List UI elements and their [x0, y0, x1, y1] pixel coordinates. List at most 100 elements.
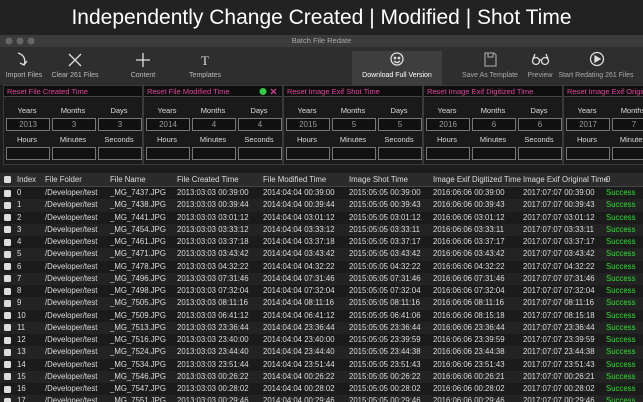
row-checkbox[interactable]	[4, 238, 11, 246]
field-input[interactable]: 2016	[426, 118, 470, 131]
column-header[interactable]: File Modified Time	[263, 175, 327, 184]
field-input[interactable]: 2015	[286, 118, 330, 131]
table-cell: 2017:07:07 03:33:11	[523, 224, 594, 234]
row-checkbox[interactable]	[4, 361, 11, 368]
table-cell: /Developer/test	[45, 200, 98, 210]
row-checkbox[interactable]	[4, 263, 11, 270]
row-checkbox[interactable]	[4, 312, 11, 319]
row-checkbox[interactable]	[4, 275, 11, 283]
status-cell: Success	[606, 310, 636, 320]
toolbar-button-label[interactable]: Import Files	[5, 72, 43, 79]
toolbar-button-label[interactable]: Download Full Version	[362, 72, 432, 79]
table-cell: 2014:04:04 03:37:18	[263, 237, 335, 246]
traffic-lights[interactable]	[2, 35, 42, 47]
toolbar-button-label[interactable]: Save As Template	[462, 72, 518, 79]
row-checkbox[interactable]	[4, 299, 11, 307]
table-row[interactable]: 16/Developer/test _MG_7547.JPG 2013:03:03 …	[0, 383, 643, 396]
table-row[interactable]: 14/Developer/test _MG_7534.JPG 2013:03:03 …	[0, 358, 643, 371]
field-input[interactable]	[378, 147, 422, 160]
panel-title[interactable]: Reset Image Exif Original Time	[564, 86, 643, 97]
table-cell: 2017:07:07 23:39:59	[523, 335, 595, 344]
row-checkbox[interactable]	[4, 336, 11, 344]
table-row[interactable]: 9/Developer/test _MG_7505.JPG 2013:03:03 0…	[0, 297, 643, 310]
status-cell: Success	[606, 249, 636, 259]
panel-title[interactable]: Reset File Modified Time	[144, 86, 282, 97]
field-input[interactable]: 4	[238, 118, 282, 131]
column-header[interactable]: 0	[606, 175, 611, 184]
field-input[interactable]	[146, 147, 190, 160]
row-checkbox[interactable]	[4, 189, 11, 197]
field-input[interactable]: 2013	[6, 118, 50, 131]
field-input[interactable]	[6, 147, 50, 160]
table-row[interactable]: 6/Developer/test _MG_7478.JPG 2013:03:03 0…	[0, 260, 643, 273]
row-checkbox[interactable]	[4, 348, 11, 356]
column-header[interactable]: Index	[17, 175, 37, 184]
field-input[interactable]	[286, 147, 330, 160]
column-header[interactable]: File Name	[110, 175, 146, 184]
panel-status[interactable]	[258, 86, 280, 97]
row-checkbox[interactable]	[4, 250, 11, 258]
row-checkbox[interactable]	[4, 201, 11, 209]
field-input[interactable]	[98, 147, 142, 160]
header-checkbox[interactable]	[4, 176, 11, 183]
table-row[interactable]: 7/Developer/test _MG_7496.JPG 2013:03:03 0…	[0, 272, 643, 285]
field-input[interactable]: 6	[518, 118, 562, 131]
field-input[interactable]: 5	[378, 118, 422, 131]
toolbar-button-label[interactable]: Preview	[527, 72, 553, 79]
field-input[interactable]: 6	[472, 118, 516, 131]
table-row[interactable]: 10/Developer/test _MG_7509.JPG 2013:03:03 …	[0, 309, 643, 322]
table-row[interactable]: 4/Developer/test _MG_7461.JPG 2013:03:03 0…	[0, 236, 643, 249]
panel-title[interactable]: Reset Image Exif Digitized Time	[424, 86, 562, 97]
row-checkbox[interactable]	[4, 385, 11, 393]
row-checkbox[interactable]	[4, 397, 11, 402]
toolbar-button-label[interactable]: Start Redating 261 Files	[558, 72, 634, 79]
toolbar-button-label[interactable]: Content	[130, 72, 156, 79]
table-row[interactable]: 11/Developer/test _MG_7513.JPG 2013:03:03 …	[0, 321, 643, 334]
field-input[interactable]: 5	[332, 118, 376, 131]
field-input[interactable]: 4	[192, 118, 236, 131]
table-row[interactable]: 12/Developer/test _MG_7516.JPG 2013:03:03 …	[0, 334, 643, 347]
table-row[interactable]: 3/Developer/test _MG_7454.JPG 2013:03:03 0…	[0, 223, 643, 236]
column-header[interactable]: File Created Time	[177, 175, 239, 184]
table-row[interactable]: 17/Developer/test _MG_7551.JPG 2013:03:03 …	[0, 395, 643, 402]
toolbar-button-label[interactable]: Templates	[189, 72, 221, 79]
field-input[interactable]: 3	[52, 118, 96, 131]
field-input[interactable]: 2014	[146, 118, 190, 131]
field-input[interactable]	[566, 147, 610, 160]
field-input[interactable]	[612, 147, 643, 160]
table-cell: 2015:05:05 03:37:17	[349, 237, 421, 246]
column-header[interactable]: Image Exif Original Time	[523, 175, 608, 184]
field-input[interactable]: 3	[98, 118, 142, 131]
field-input[interactable]	[238, 147, 282, 160]
row-checkbox[interactable]	[4, 324, 11, 332]
table-row[interactable]: 1/Developer/test _MG_7438.JPG 2013:03:03 0…	[0, 199, 643, 212]
toolbar-button-label[interactable]: Clear 261 Files	[51, 72, 99, 79]
table-row[interactable]: 0/Developer/test _MG_7437.JPG 2013:03:03 0…	[0, 187, 643, 200]
field-input[interactable]: 2017	[566, 118, 610, 131]
table-cell: 2013:03:03 00:39:44	[177, 200, 249, 210]
column-header[interactable]: Image Exif Digitized Time	[433, 175, 521, 184]
field-input[interactable]	[472, 147, 516, 160]
field-input[interactable]	[192, 147, 236, 160]
field-input[interactable]	[426, 147, 470, 160]
row-checkbox[interactable]	[4, 287, 11, 295]
column-header[interactable]: Image Shot Time	[349, 175, 408, 184]
table-cell: 2015:05:05 00:28:02	[349, 384, 421, 393]
field-label: Months	[200, 106, 226, 115]
field-input[interactable]	[518, 147, 562, 160]
row-checkbox[interactable]	[4, 226, 11, 234]
panel-title[interactable]: Reset Image Exif Shot Time	[284, 86, 422, 97]
field-input[interactable]	[332, 147, 376, 160]
table-row[interactable]: 2/Developer/test _MG_7441.JPG 2013:03:03 0…	[0, 211, 643, 224]
table-row[interactable]: 5/Developer/test _MG_7471.JPG 2013:03:03 0…	[0, 248, 643, 261]
row-checkbox[interactable]	[4, 214, 11, 221]
row-checkbox[interactable]	[4, 373, 11, 381]
field-input[interactable]: 7	[612, 118, 643, 131]
table-row[interactable]: 15/Developer/test _MG_7546.JPG 2013:03:03 …	[0, 370, 643, 383]
field-input[interactable]	[52, 147, 96, 160]
column-header[interactable]: File Folder	[45, 175, 82, 184]
table-row[interactable]: 8/Developer/test _MG_7498.JPG 2013:03:03 0…	[0, 285, 643, 298]
table-cell: 10	[17, 310, 26, 320]
table-row[interactable]: 13/Developer/test _MG_7524.JPG 2013:03:03 …	[0, 346, 643, 359]
panel-title[interactable]: Reset File Created Time	[4, 86, 142, 97]
